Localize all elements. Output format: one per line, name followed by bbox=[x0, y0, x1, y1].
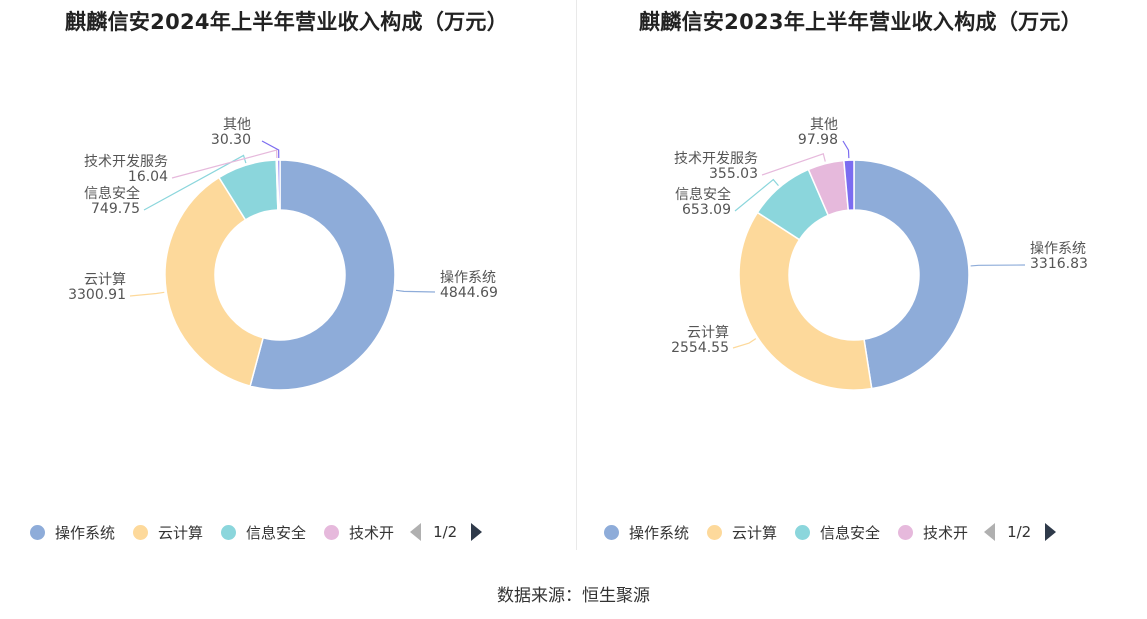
slice-label: 其他 bbox=[223, 117, 251, 133]
slice-label: 操作系统 bbox=[1030, 241, 1086, 257]
leader-line bbox=[171, 149, 278, 179]
legend-item-security[interactable]: 信息安全 bbox=[221, 522, 306, 543]
leader-line bbox=[143, 154, 247, 211]
slice-label: 其他 bbox=[810, 117, 838, 133]
slice-value: 3316.83 bbox=[1030, 256, 1088, 272]
leader-line bbox=[734, 178, 779, 212]
slice-label: 信息安全 bbox=[84, 185, 140, 202]
legend-label: 云计算 bbox=[158, 523, 204, 542]
page-indicator: 1/2 bbox=[433, 523, 458, 541]
legend-label: 操作系统 bbox=[55, 523, 116, 542]
chart-legend: 操作系统 云计算 信息安全 技术开 1/2 bbox=[30, 519, 483, 545]
chart-panel-2024: 麒麟信安2024年上半年营业收入构成（万元） 操作系统 4844.69 云计算 330… bbox=[0, 0, 573, 555]
slice-label: 信息安全 bbox=[675, 186, 731, 203]
slice-label: 技术开发服务 bbox=[674, 151, 758, 167]
slice-label: 技术开发服务 bbox=[84, 154, 168, 170]
slice-value: 749.75 bbox=[91, 201, 140, 217]
pie-slice[interactable] bbox=[164, 176, 265, 387]
legend-item-tech-dev[interactable]: 技术开 bbox=[324, 522, 394, 543]
prev-page-icon[interactable] bbox=[984, 523, 996, 541]
slice-value: 97.98 bbox=[798, 132, 838, 148]
legend-item-cloud[interactable]: 云计算 bbox=[133, 522, 203, 543]
legend-item-cloud[interactable]: 云计算 bbox=[707, 522, 777, 543]
chart-title: 麒麟信安2024年上半年营业收入构成（万元） bbox=[64, 10, 509, 34]
legend-item-os[interactable]: 操作系统 bbox=[30, 522, 115, 543]
leader-line bbox=[842, 140, 850, 159]
leader-line bbox=[395, 289, 436, 293]
legend-label: 信息安全 bbox=[246, 523, 307, 542]
legend-dot bbox=[30, 524, 45, 540]
legend-item-tech-dev[interactable]: 技术开 bbox=[898, 522, 968, 543]
chart-legend: 操作系统 云计算 信息安全 技术开 1/2 bbox=[604, 519, 1057, 545]
next-page-icon[interactable] bbox=[1045, 523, 1057, 541]
leader-line bbox=[732, 338, 757, 349]
legend-label: 技术开 bbox=[923, 523, 969, 542]
legend-pager: 1/2 bbox=[984, 523, 1057, 541]
pie-slice[interactable] bbox=[249, 159, 396, 391]
leader-line bbox=[970, 264, 1026, 267]
legend-label: 技术开 bbox=[349, 523, 395, 542]
legend-item-os[interactable]: 操作系统 bbox=[604, 522, 689, 543]
legend-dot bbox=[795, 524, 811, 540]
pie-slice[interactable] bbox=[843, 159, 855, 212]
legend-pager: 1/2 bbox=[410, 523, 483, 541]
data-source-note: 数据来源：恒生聚源 bbox=[497, 586, 650, 606]
legend-label: 信息安全 bbox=[820, 523, 881, 542]
chart-panel-2023: 麒麟信安2023年上半年营业收入构成（万元） 操作系统 3316.83 云计算 255… bbox=[574, 0, 1147, 555]
slice-value: 2554.55 bbox=[671, 340, 729, 356]
legend-dot bbox=[604, 524, 619, 540]
leader-line bbox=[129, 291, 165, 297]
legend-dot bbox=[898, 524, 914, 540]
legend-label: 操作系统 bbox=[629, 523, 690, 542]
next-page-icon[interactable] bbox=[471, 523, 483, 541]
slice-value: 3300.91 bbox=[68, 287, 126, 303]
prev-page-icon[interactable] bbox=[410, 523, 422, 541]
slice-value: 355.03 bbox=[709, 166, 758, 182]
legend-dot bbox=[707, 524, 723, 540]
slice-value: 653.09 bbox=[682, 202, 731, 218]
legend-label: 云计算 bbox=[732, 523, 778, 542]
slice-value: 4844.69 bbox=[440, 285, 498, 301]
pie-slice[interactable] bbox=[738, 211, 873, 391]
slice-value: 30.30 bbox=[211, 132, 251, 148]
slice-label: 云计算 bbox=[687, 325, 729, 341]
leader-line bbox=[761, 153, 826, 176]
legend-dot bbox=[324, 524, 340, 540]
legend-dot bbox=[221, 524, 237, 540]
page-indicator: 1/2 bbox=[1007, 523, 1032, 541]
panel-divider bbox=[576, 0, 577, 550]
slice-value: 16.04 bbox=[128, 169, 168, 185]
slice-label: 操作系统 bbox=[440, 270, 496, 286]
legend-dot bbox=[133, 524, 149, 540]
legend-item-security[interactable]: 信息安全 bbox=[795, 522, 880, 543]
slice-label: 云计算 bbox=[84, 272, 126, 288]
chart-title: 麒麟信安2023年上半年营业收入构成（万元） bbox=[638, 10, 1083, 34]
pie-slice[interactable] bbox=[853, 159, 970, 390]
pie-slice[interactable] bbox=[276, 159, 281, 211]
leader-line bbox=[261, 140, 280, 159]
